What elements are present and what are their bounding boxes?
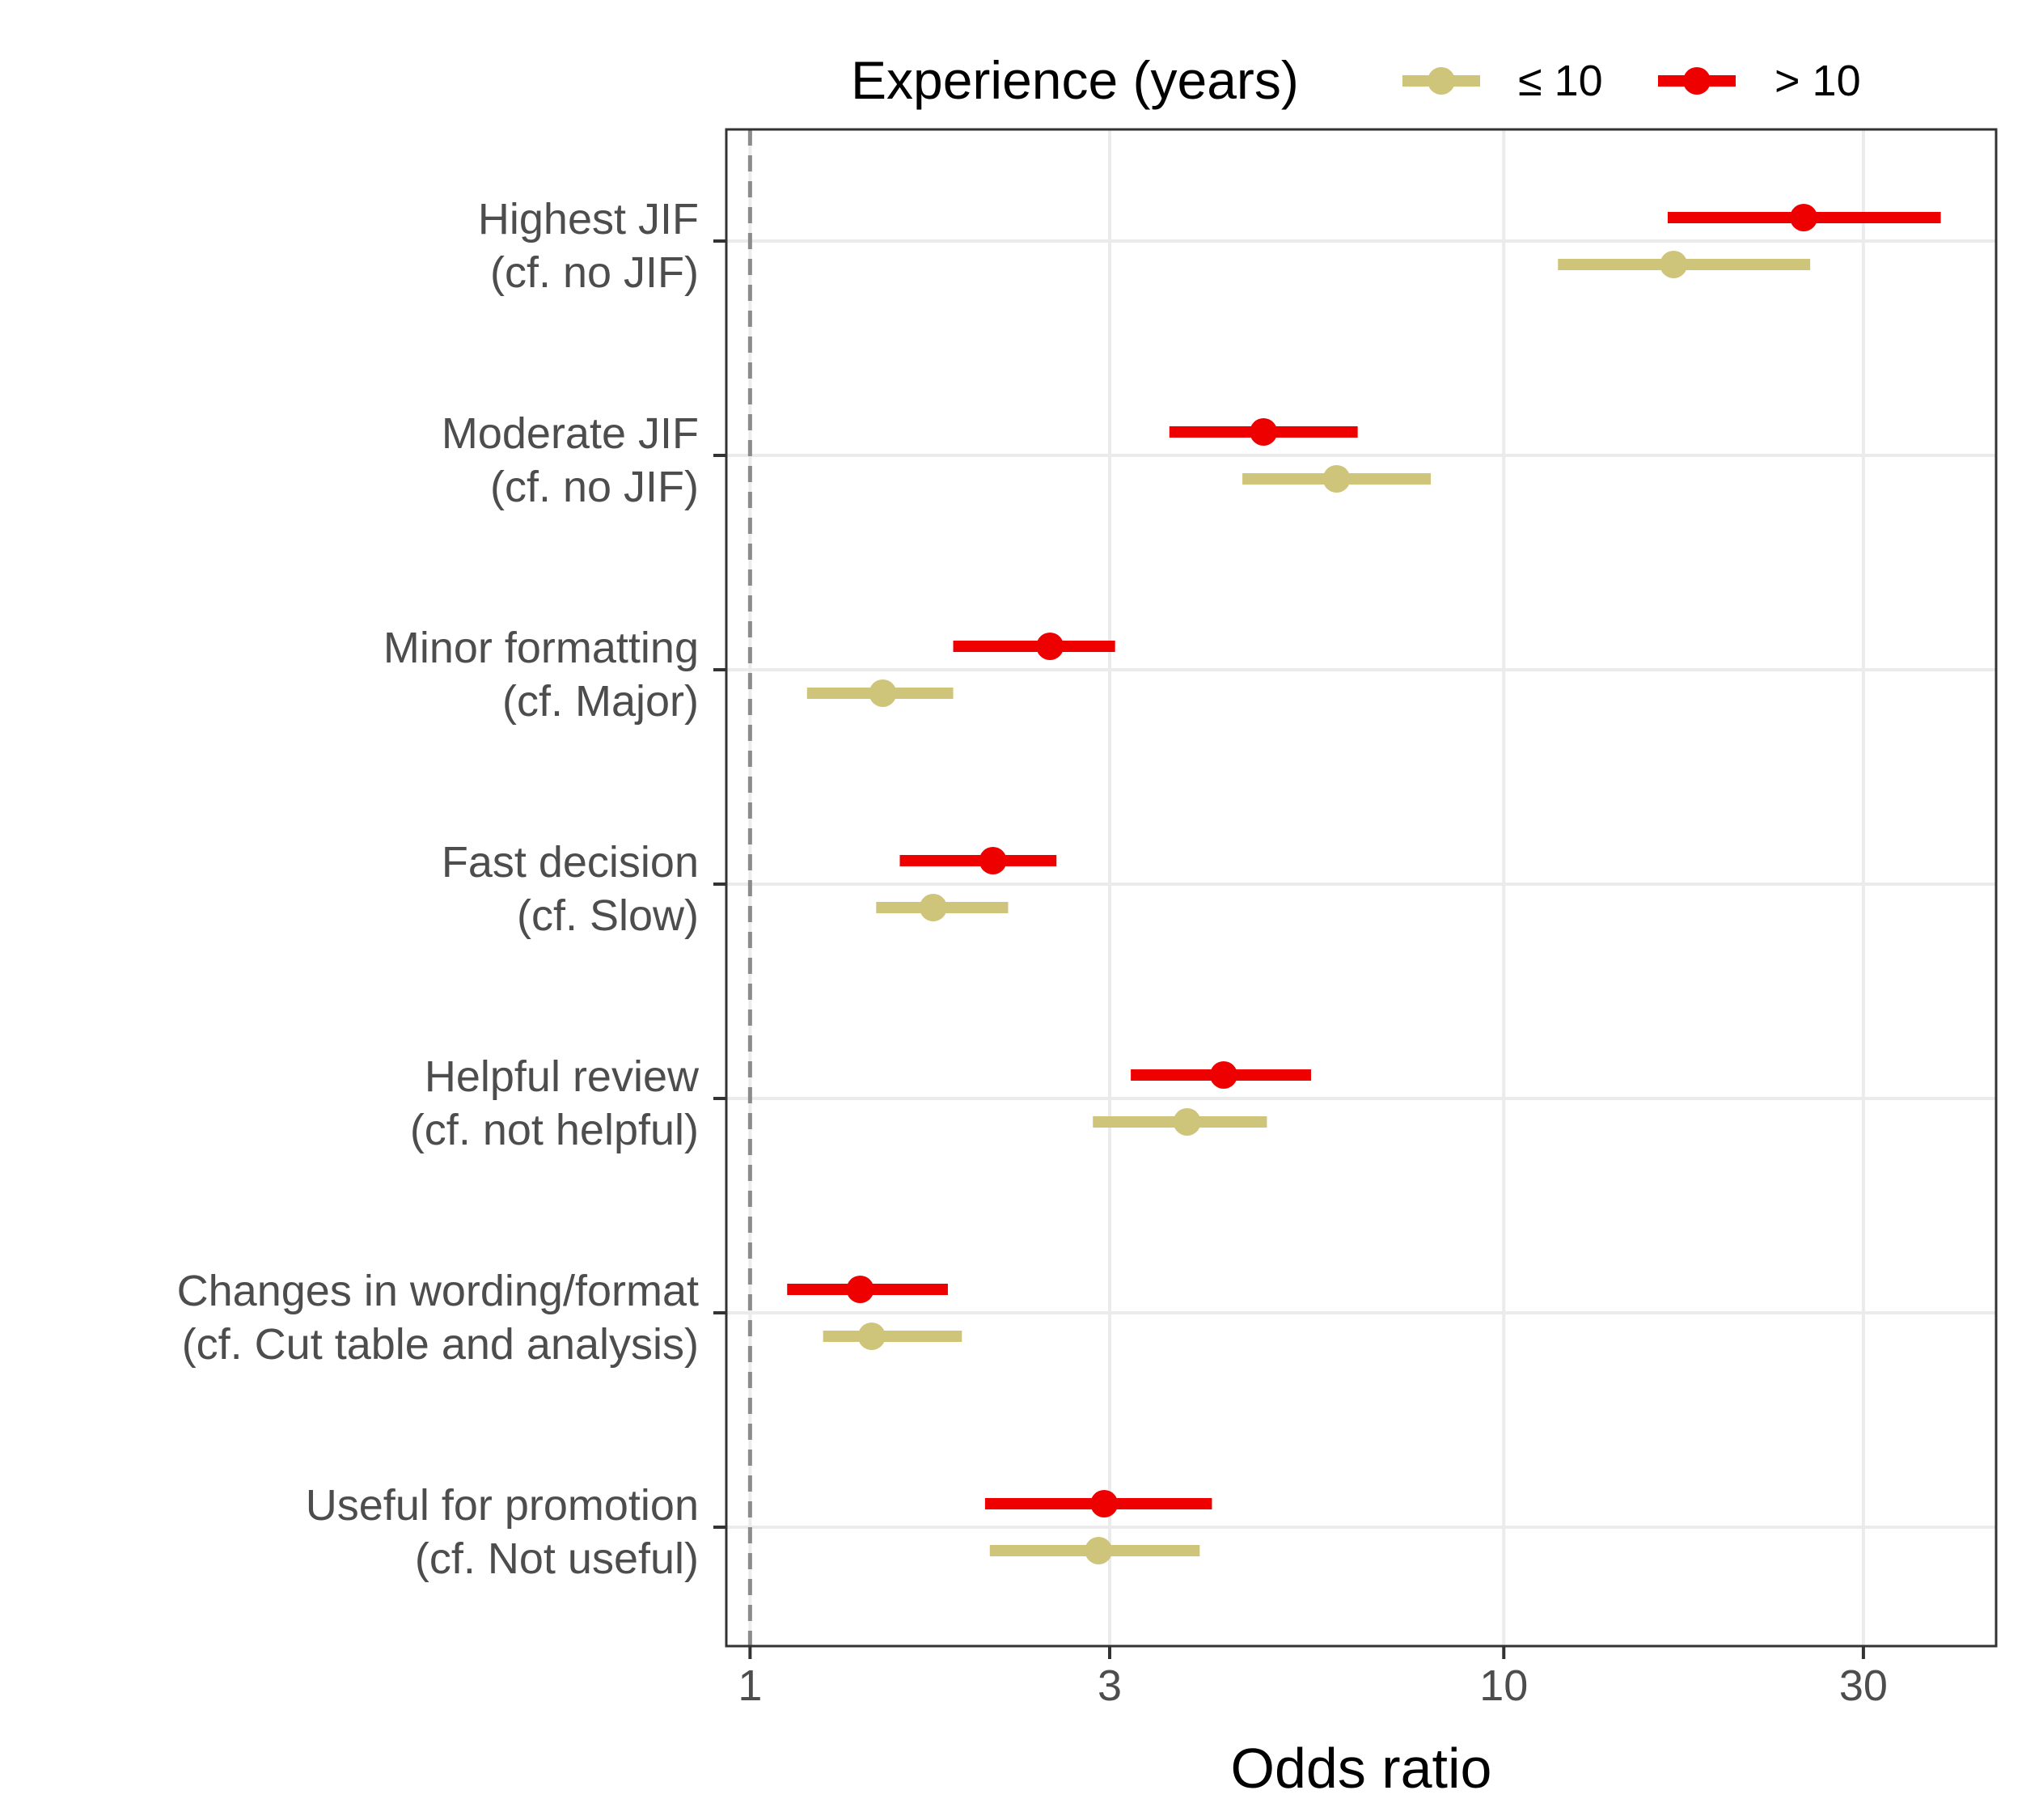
category-label: Moderate JIF [442, 409, 699, 458]
x-tick-label: 3 [1098, 1661, 1122, 1710]
legend: Experience (years) ≤ 10 > 10 [851, 50, 1861, 110]
category-label: Fast decision [442, 838, 699, 887]
point-estimate-le10 [919, 894, 947, 921]
category-label: (cf. Major) [502, 677, 699, 726]
point-estimate-le10 [869, 679, 897, 707]
plot-border [725, 128, 1998, 1648]
legend-title: Experience (years) [851, 50, 1299, 110]
point-estimate-gt10 [1790, 204, 1818, 231]
point-estimate-le10 [1173, 1108, 1201, 1136]
point-estimate-le10 [1322, 465, 1351, 493]
category-label: (cf. no JIF) [490, 463, 699, 511]
legend-label-gt10: > 10 [1775, 57, 1861, 105]
point-estimate-gt10 [1209, 1061, 1237, 1089]
data-marks [787, 204, 1941, 1564]
category-label: Minor formatting [383, 624, 699, 672]
x-tick-label: 1 [738, 1661, 762, 1710]
point-estimate-le10 [857, 1323, 886, 1350]
category-label: (cf. Not useful) [415, 1534, 699, 1583]
category-label: (cf. Slow) [517, 891, 699, 940]
legend-swatch-gt10-point [1683, 67, 1711, 95]
point-estimate-gt10 [1090, 1490, 1119, 1517]
x-axis-title: Odds ratio [1231, 1737, 1492, 1800]
legend-label-le10: ≤ 10 [1518, 57, 1603, 105]
y-axis: Highest JIF (cf. no JIF) Moderate JIF (cf.… [177, 195, 726, 1583]
x-axis: 1 3 10 30 [738, 1646, 1888, 1710]
category-label: (cf. not helpful) [410, 1106, 699, 1154]
point-estimate-le10 [1085, 1537, 1113, 1564]
point-estimate-le10 [1660, 251, 1688, 278]
point-estimate-gt10 [1036, 633, 1064, 660]
x-tick-label: 30 [1839, 1661, 1888, 1710]
category-label: (cf. no JIF) [490, 248, 699, 297]
category-label: Changes in wording/format [177, 1267, 699, 1315]
category-label: Highest JIF [478, 195, 699, 243]
point-estimate-gt10 [1250, 418, 1278, 446]
category-label: Helpful review [425, 1052, 700, 1101]
point-estimate-gt10 [979, 847, 1007, 874]
plot-panel [726, 129, 1996, 1646]
x-tick-label: 10 [1479, 1661, 1528, 1710]
category-label: Useful for promotion [306, 1481, 699, 1530]
legend-swatch-le10-point [1428, 67, 1455, 95]
point-estimate-gt10 [846, 1276, 874, 1303]
gridlines [726, 129, 1996, 1646]
category-label: (cf. Cut table and analysis) [182, 1320, 699, 1369]
